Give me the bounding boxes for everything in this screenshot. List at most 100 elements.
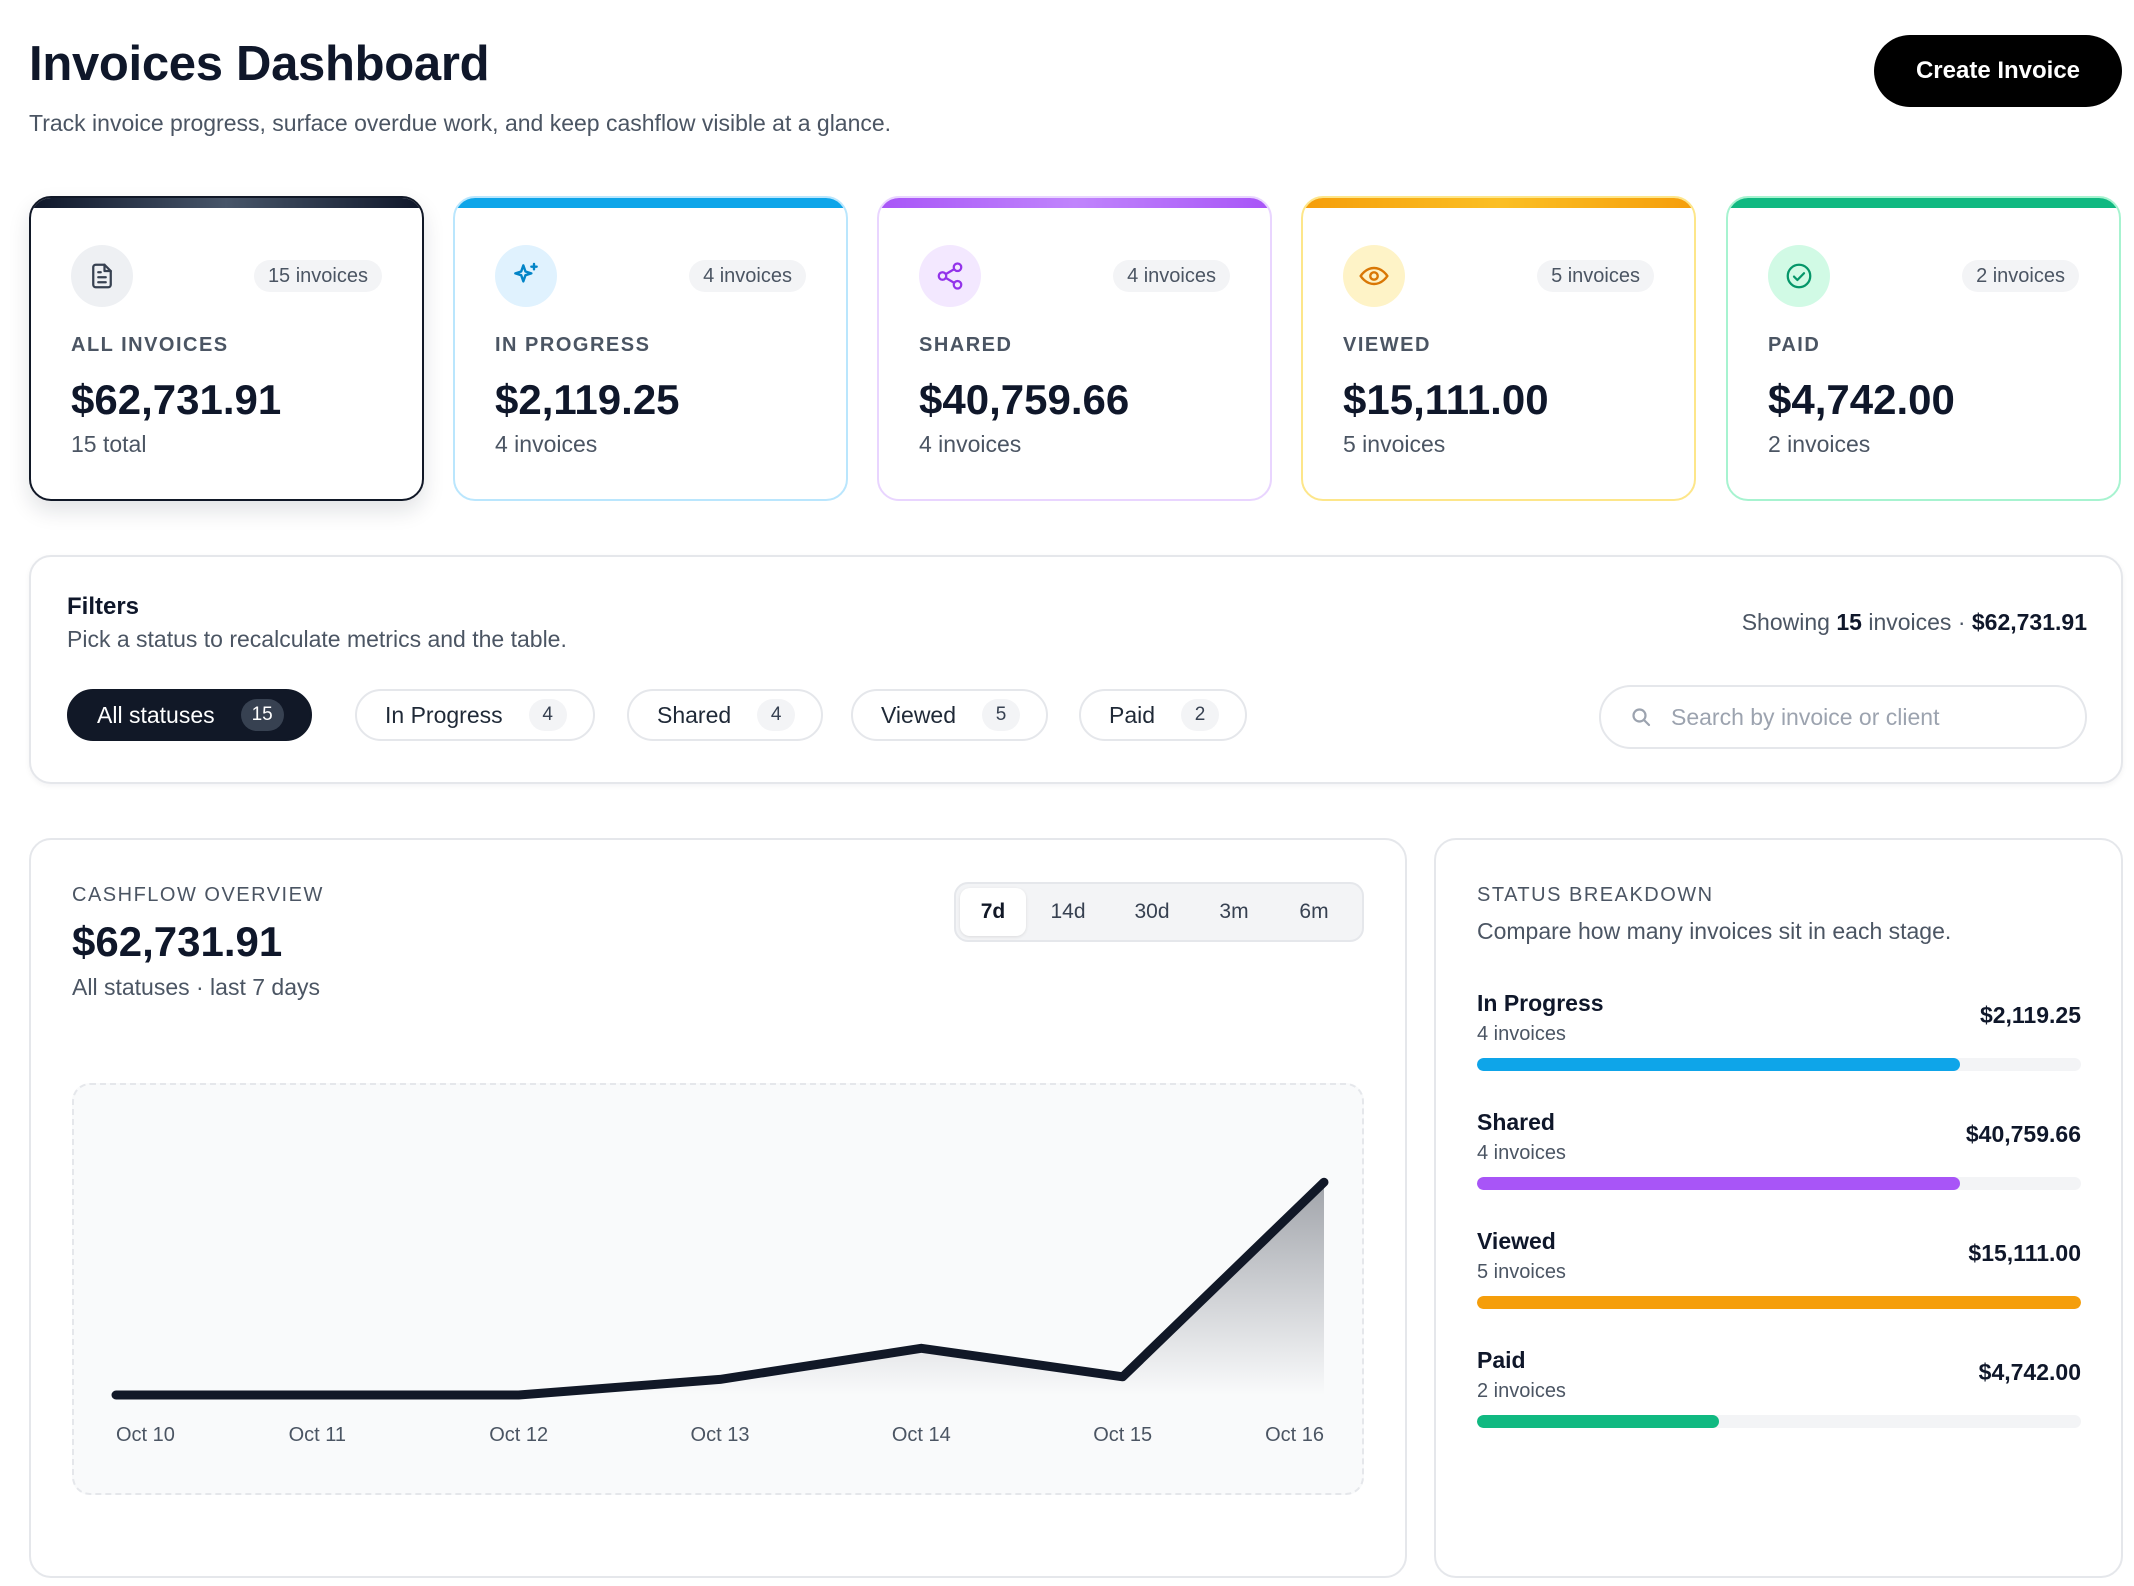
breakdown-row-paid: Paid 2 invoices $4,742.00: [1477, 1347, 2081, 1443]
cashflow-subtext: All statuses · last 7 days: [72, 974, 320, 1000]
card-label: IN PROGRESS: [495, 334, 651, 356]
showing-summary: Showing 15 invoices · $62,731.91: [1742, 609, 2087, 636]
card-accent-bar: [31, 198, 422, 208]
filter-chip-shared[interactable]: Shared 4: [627, 689, 824, 741]
card-label: PAID: [1768, 334, 1821, 356]
chip-count-badge: 4: [528, 699, 567, 731]
filter-chip-viewed[interactable]: Viewed 5: [851, 689, 1049, 741]
x-tick-label: Oct 11: [289, 1424, 346, 1446]
breakdown-status-amount: $2,119.25: [1979, 1002, 2081, 1028]
card-subtext: 5 invoices: [1343, 431, 1446, 457]
filters-title: Filters: [67, 593, 140, 620]
range-7d-button[interactable]: 7d: [960, 888, 1026, 936]
search-input[interactable]: [1671, 703, 2071, 731]
cashflow-amount: $62,731.91: [72, 918, 283, 965]
check-circle-icon: [1768, 245, 1830, 307]
create-invoice-button[interactable]: Create Invoice: [1874, 35, 2122, 107]
filters-subtitle: Pick a status to recalculate metrics and…: [67, 626, 567, 652]
card-amount: $4,742.00: [1768, 376, 1955, 423]
breakdown-status-count: 2 invoices: [1477, 1380, 1566, 1402]
card-count-badge: 4 invoices: [1113, 260, 1230, 292]
card-amount: $62,731.91: [71, 376, 282, 423]
breakdown-label: STATUS BREAKDOWN: [1477, 884, 1714, 906]
card-label: SHARED: [919, 334, 1013, 356]
range-6m-button[interactable]: 6m: [1274, 888, 1354, 936]
range-30d-button[interactable]: 30d: [1110, 888, 1194, 936]
x-tick-label: Oct 15: [1093, 1424, 1152, 1446]
breakdown-status-amount: $40,759.66: [1965, 1121, 2081, 1147]
chip-label: Shared: [657, 701, 732, 728]
chip-label: All statuses: [97, 701, 215, 728]
card-accent-bar: [1303, 198, 1694, 208]
cashflow-label: CASHFLOW OVERVIEW: [72, 884, 324, 906]
filters-panel: Filters Pick a status to recalculate met…: [29, 555, 2123, 784]
card-subtext: 4 invoices: [919, 431, 1022, 457]
chip-count-badge: 5: [982, 699, 1021, 731]
filter-chip-paid[interactable]: Paid 2: [1079, 689, 1248, 741]
cashflow-chart: Oct 10 Oct 11 Oct 12 Oct 13 Oct 14 Oct 15 Oct …: [72, 1083, 1364, 1495]
card-label: VIEWED: [1343, 334, 1431, 356]
showing-prefix: Showing: [1741, 609, 1830, 635]
chip-count-badge: 4: [757, 699, 796, 731]
breakdown-progress-fill: [1477, 1296, 2081, 1309]
chip-count-badge: 15: [240, 699, 284, 731]
x-tick-label: Oct 14: [892, 1424, 951, 1446]
breakdown-status-name: Viewed: [1477, 1228, 1556, 1254]
card-accent-bar: [455, 198, 846, 208]
breakdown-row-viewed: Viewed 5 invoices $15,111.00: [1477, 1228, 2081, 1324]
range-14d-button[interactable]: 14d: [1026, 888, 1110, 936]
showing-mid: invoices ·: [1868, 609, 1966, 635]
breakdown-status-name: Shared: [1477, 1109, 1555, 1135]
stat-card-all-invoices[interactable]: 15 invoices ALL INVOICES $62,731.91 15 t…: [29, 196, 424, 501]
breakdown-progress-fill: [1477, 1415, 1719, 1428]
card-amount: $2,119.25: [495, 376, 680, 423]
showing-count: 15: [1836, 609, 1862, 635]
chip-label: Viewed: [881, 701, 957, 728]
card-accent-bar: [1728, 198, 2119, 208]
breakdown-status-amount: $15,111.00: [1968, 1240, 2081, 1266]
status-breakdown-panel: STATUS BREAKDOWN Compare how many invoic…: [1434, 838, 2123, 1578]
filter-chip-in-progress[interactable]: In Progress 4: [355, 689, 595, 741]
share-icon: [919, 245, 981, 307]
breakdown-progress-fill: [1477, 1058, 1961, 1071]
search-box[interactable]: [1599, 685, 2087, 749]
card-count-badge: 5 invoices: [1537, 260, 1654, 292]
breakdown-status-count: 4 invoices: [1477, 1023, 1566, 1045]
page-subtitle: Track invoice progress, surface overdue …: [29, 110, 892, 136]
x-axis-ticks: Oct 10 Oct 11 Oct 12 Oct 13 Oct 14 Oct 15 Oct …: [116, 1424, 1324, 1446]
filter-chip-all-statuses[interactable]: All statuses 15: [67, 689, 312, 741]
sparkles-icon: [495, 245, 557, 307]
stat-card-in-progress[interactable]: 4 invoices IN PROGRESS $2,119.25 4 invoi…: [453, 196, 848, 501]
card-label: ALL INVOICES: [71, 334, 229, 356]
chip-label: Paid: [1109, 701, 1156, 728]
card-amount: $15,111.00: [1343, 376, 1549, 423]
range-3m-button[interactable]: 3m: [1194, 888, 1274, 936]
stat-card-viewed[interactable]: 5 invoices VIEWED $15,111.00 5 invoices: [1301, 196, 1696, 501]
x-tick-label: Oct 13: [691, 1424, 750, 1446]
breakdown-progress-track: [1477, 1296, 2081, 1309]
breakdown-progress-track: [1477, 1058, 2081, 1071]
stat-card-shared[interactable]: 4 invoices SHARED $40,759.66 4 invoices: [877, 196, 1272, 501]
stat-card-paid[interactable]: 2 invoices PAID $4,742.00 2 invoices: [1726, 196, 2121, 501]
breakdown-status-count: 5 invoices: [1477, 1261, 1566, 1283]
breakdown-progress-track: [1477, 1415, 2081, 1428]
card-accent-bar: [879, 198, 1270, 208]
chart-area-fill: [116, 1182, 1324, 1395]
card-subtext: 4 invoices: [495, 431, 598, 457]
cashflow-chart-svg: Oct 10 Oct 11 Oct 12 Oct 13 Oct 14 Oct 15 Oct …: [111, 1177, 1329, 1446]
showing-amount: $62,731.91: [1971, 609, 2087, 635]
cashflow-panel: CASHFLOW OVERVIEW $62,731.91 All statuse…: [29, 838, 1407, 1578]
document-icon: [71, 245, 133, 307]
breakdown-status-name: In Progress: [1477, 990, 1604, 1016]
card-subtext: 2 invoices: [1768, 431, 1871, 457]
card-count-badge: 2 invoices: [1962, 260, 2079, 292]
x-tick-label: Oct 16: [1265, 1424, 1324, 1446]
card-subtext: 15 total: [71, 431, 147, 457]
chip-count-badge: 2: [1181, 699, 1220, 731]
breakdown-progress-track: [1477, 1177, 2081, 1190]
breakdown-row-shared: Shared 4 invoices $40,759.66: [1477, 1109, 2081, 1205]
x-tick-label: Oct 10: [116, 1424, 175, 1446]
eye-icon: [1343, 245, 1405, 307]
range-selector: 7d 14d 30d 3m 6m: [954, 882, 1364, 942]
